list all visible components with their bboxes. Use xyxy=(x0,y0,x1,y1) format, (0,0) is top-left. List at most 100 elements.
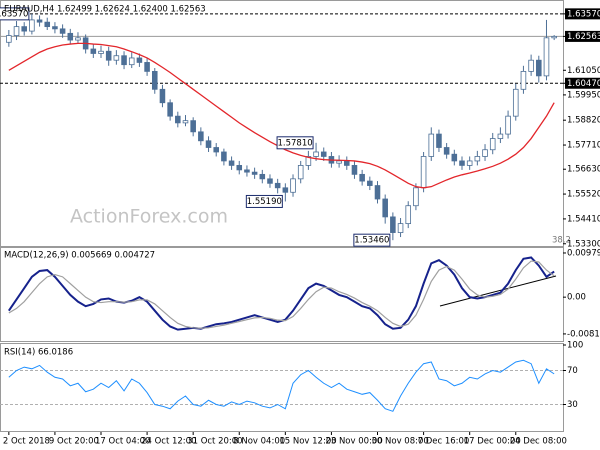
candle-body xyxy=(151,70,158,90)
y-tick-label: 1.61050 xyxy=(567,66,600,76)
candle-body xyxy=(482,149,488,157)
candle-body xyxy=(451,153,458,162)
candle-body xyxy=(198,131,204,142)
y-tick-label: 1.53300 xyxy=(567,239,600,249)
candle-body xyxy=(105,50,112,61)
candle-body xyxy=(6,35,12,43)
candle-body xyxy=(336,160,342,164)
candle-body xyxy=(351,165,358,175)
annotation-label: 1.63570 xyxy=(0,9,28,19)
candle-body xyxy=(497,133,504,139)
candle-body xyxy=(205,140,212,148)
candle-body xyxy=(512,88,519,117)
candle-body xyxy=(213,147,219,153)
y-tick-label: 1.56630 xyxy=(567,165,600,175)
candle-body xyxy=(144,62,150,72)
fib-label: 38.2 xyxy=(552,236,571,246)
x-tick-label: 30 Nov 08:00 xyxy=(372,437,429,447)
annotation-label: 1.53460 xyxy=(354,236,389,246)
x-tick-label: 24 Oct 12:00 xyxy=(141,437,196,447)
x-tick-label: 24 Dec 08:00 xyxy=(510,437,567,447)
candle-body xyxy=(274,182,281,189)
panel-title: RSI(14) 66.0186 xyxy=(4,348,73,358)
panel-title: EURAUD,H4 1.62499 1.62624 1.62400 1.6256… xyxy=(4,5,206,15)
candle-body xyxy=(305,156,312,166)
candle-body xyxy=(551,36,557,39)
panel-frame xyxy=(0,246,564,342)
annotation-box xyxy=(0,7,30,21)
candle-body xyxy=(420,156,427,189)
y-tick-label: 0.00 xyxy=(567,293,586,303)
candle-body xyxy=(13,26,20,36)
candle-body xyxy=(75,37,81,41)
rsi-line xyxy=(8,359,555,412)
candle-body xyxy=(297,165,304,180)
candle-body xyxy=(44,21,51,28)
candle-body xyxy=(251,171,258,175)
y-tick-label: 1.57710 xyxy=(567,141,600,151)
y-tick-label: 1.55520 xyxy=(567,190,600,200)
x-tick-label: 8 Nov 04:00 xyxy=(233,437,285,447)
candle-body xyxy=(128,57,135,66)
candle-body xyxy=(374,185,381,200)
candle-body xyxy=(228,160,235,166)
annotation-box xyxy=(276,136,314,150)
candle-body xyxy=(474,156,481,162)
candle-body xyxy=(159,88,166,104)
candle-body xyxy=(167,102,173,117)
panel-frame xyxy=(0,0,564,248)
y-tick-label: -0.008152 xyxy=(567,329,600,339)
y-tick-label: 1.62563 xyxy=(567,32,600,42)
tick-highlight xyxy=(565,8,600,20)
candle-body xyxy=(436,133,442,148)
x-tick-label: 17 Dec 00:00 xyxy=(464,437,521,447)
trendline xyxy=(439,275,557,307)
candle-body xyxy=(267,178,273,184)
candle-body xyxy=(382,198,388,218)
x-tick-label: 17 Oct 04:00 xyxy=(95,437,150,447)
y-tick-label: 0.009797 xyxy=(567,248,600,258)
candle-body xyxy=(36,19,43,23)
candle-body xyxy=(390,216,396,233)
macd-line xyxy=(8,260,555,329)
candle-body xyxy=(221,151,227,162)
candle-body xyxy=(21,26,27,32)
watermark: ActionForex.com xyxy=(70,206,228,228)
candle-body xyxy=(259,173,266,180)
tick-highlight xyxy=(565,30,600,42)
candle-body xyxy=(367,180,373,186)
candle-body xyxy=(90,48,97,54)
x-tick-label: 2 Oct 2018 xyxy=(3,437,50,447)
annotation-box xyxy=(353,233,391,247)
candle-body xyxy=(466,160,473,166)
y-tick-label: 30 xyxy=(567,400,578,410)
candle-body xyxy=(236,165,243,171)
x-tick-label: 31 Oct 20:00 xyxy=(187,437,242,447)
x-tick-label: 7 Dec 16:00 xyxy=(418,437,470,447)
candle-body xyxy=(536,59,542,77)
candle-body xyxy=(136,57,143,63)
candle-body xyxy=(543,37,550,77)
annotation-label: 1.55190 xyxy=(247,197,282,207)
candle-body xyxy=(29,19,35,32)
candle-body xyxy=(320,151,327,157)
candle-body xyxy=(405,205,412,225)
candle-body xyxy=(428,133,435,157)
candle-body xyxy=(190,120,196,133)
candle-body xyxy=(67,32,74,41)
candle-body xyxy=(443,147,450,155)
y-tick-label: 70 xyxy=(567,366,578,376)
candle-body xyxy=(520,70,527,90)
x-tick-label: 9 Oct 20:00 xyxy=(49,437,99,447)
y-tick-label: 1.59950 xyxy=(567,90,600,100)
x-tick-label: 23 Nov 00:00 xyxy=(325,437,382,447)
candle-body xyxy=(282,187,289,193)
candle-body xyxy=(459,160,465,166)
candle-body xyxy=(413,187,419,207)
candle-body xyxy=(182,120,189,124)
candle-body xyxy=(397,223,404,233)
candle-body xyxy=(344,160,350,166)
x-tick-label: 15 Nov 12:00 xyxy=(279,437,336,447)
candle-body xyxy=(121,55,127,66)
